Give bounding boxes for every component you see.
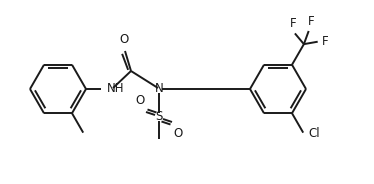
- Text: O: O: [135, 94, 145, 107]
- Text: S: S: [155, 111, 163, 123]
- Text: NH: NH: [107, 82, 125, 95]
- Text: F: F: [289, 17, 296, 30]
- Text: N: N: [154, 82, 163, 95]
- Text: F: F: [322, 35, 328, 48]
- Text: F: F: [307, 15, 314, 28]
- Text: O: O: [119, 33, 129, 46]
- Text: Cl: Cl: [308, 127, 320, 140]
- Text: O: O: [174, 127, 183, 140]
